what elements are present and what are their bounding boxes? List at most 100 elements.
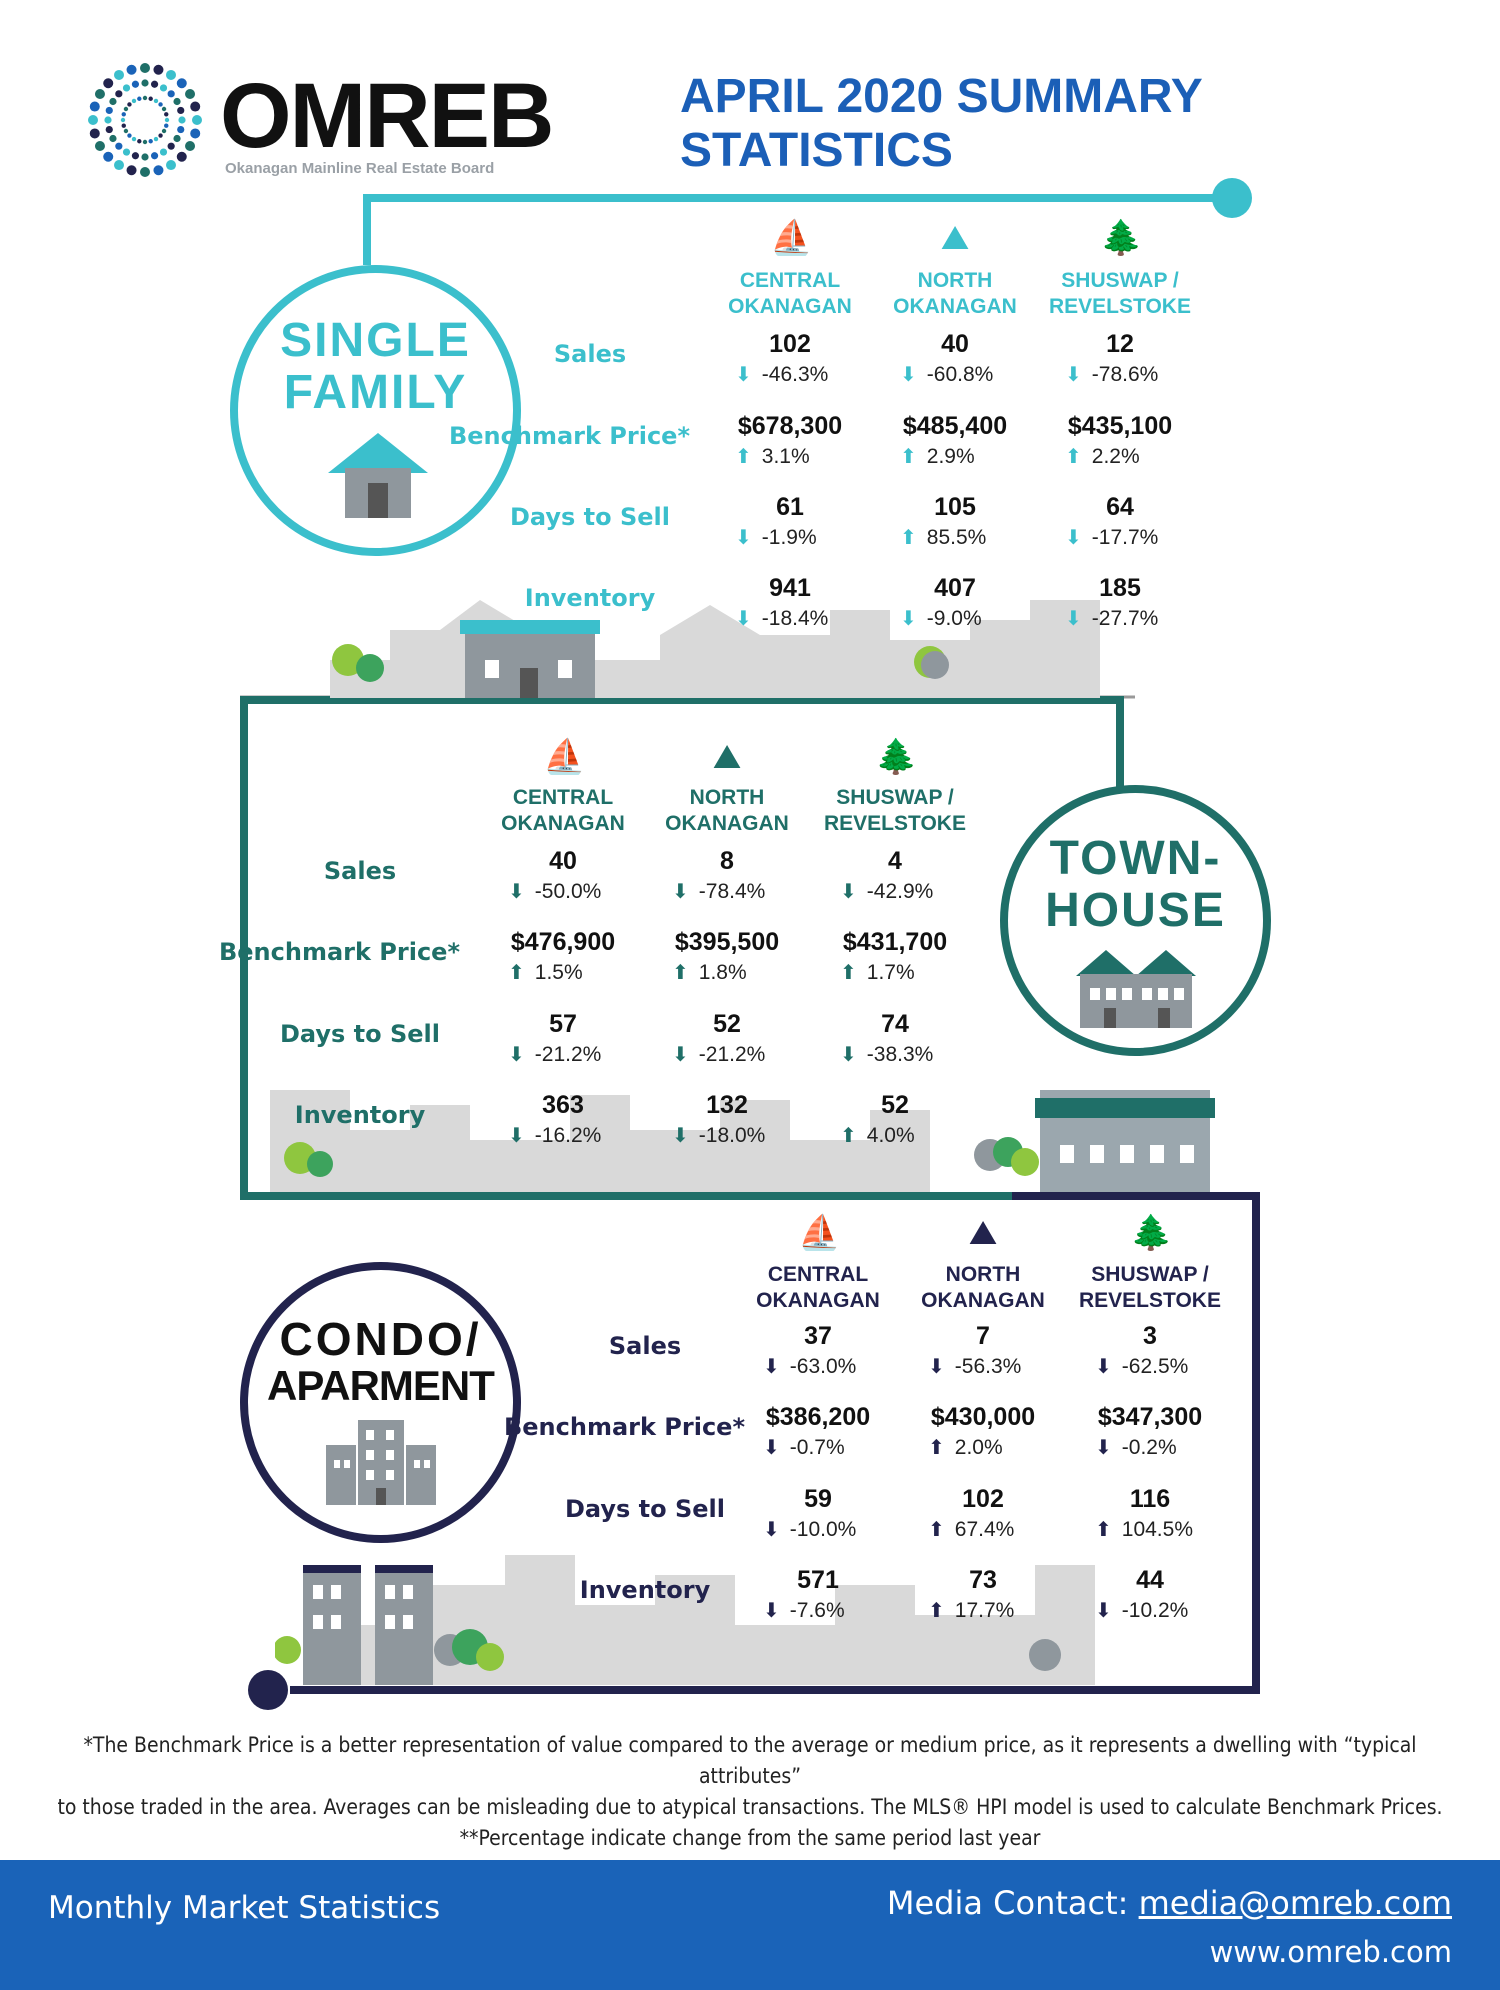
arrow-down-icon: ⬇ [672, 1044, 689, 1066]
website-link[interactable]: www.omreb.com [1209, 1935, 1452, 1969]
region-header-line1: SHUSWAP / [1091, 1263, 1209, 1286]
pine-trees-icon: 🌲 [1130, 1213, 1173, 1253]
stat-value: 132 [706, 1091, 748, 1119]
stat-value: 407 [934, 574, 976, 602]
sailboat-icon: ⛵ [798, 1213, 841, 1253]
townhouse-badge: TOWN- HOUSE [1000, 785, 1271, 1056]
sailboat-icon: ⛵ [543, 737, 586, 777]
arrow-down-icon: ⬇ [1095, 1356, 1112, 1378]
row-label-days: Days to Sell [565, 1495, 725, 1523]
stat-value: 44 [1136, 1566, 1164, 1594]
stat-change: ⬇ -7.6% [763, 1598, 845, 1623]
region-header: CENTRAL OKANAGAN [733, 1262, 903, 1314]
condo-skyline-illustration [275, 1555, 1095, 1685]
stat-change: ⬇ -0.2% [1095, 1435, 1177, 1460]
stat-change-value: -60.8% [926, 363, 994, 386]
stat-change: ⬆ 3.1% [735, 444, 810, 469]
apartment-building-icon [326, 1420, 436, 1505]
stat-value: 59 [804, 1485, 832, 1513]
stat-value: 105 [934, 493, 976, 521]
stat-change-value: -21.2% [698, 1043, 766, 1066]
stat-value: 185 [1099, 574, 1141, 602]
stat-change-value: -63.0% [789, 1355, 857, 1378]
row-label-benchmark: Benchmark Price* [218, 938, 460, 966]
stat-change-value: 67.4% [954, 1518, 1015, 1541]
stat-change: ⬇ -0.7% [763, 1435, 845, 1460]
row-label-days: Days to Sell [280, 1020, 440, 1048]
stat-value: 571 [797, 1566, 839, 1594]
footer-bar: Monthly Market Statistics Media Contact:… [0, 1860, 1500, 1990]
region-header-line1: CENTRAL [739, 269, 841, 292]
stat-change-value: -0.2% [1121, 1436, 1177, 1459]
region-header-line2: REVELSTOKE [1079, 1289, 1221, 1312]
stat-change-value: -10.0% [789, 1518, 857, 1541]
region-header: NORTH OKANAGAN [898, 1262, 1068, 1314]
stat-change: ⬇ -18.0% [672, 1123, 765, 1148]
page-title-line1: APRIL 2020 SUMMARY [680, 70, 1203, 123]
single-family-title-line1: SINGLE [280, 314, 471, 367]
condo-title-line2: APARMENT [267, 1362, 495, 1409]
arrow-up-icon: ⬆ [900, 527, 917, 549]
arrow-down-icon: ⬇ [1065, 608, 1082, 630]
arrow-down-icon: ⬇ [763, 1437, 780, 1459]
region-header-line2: OKANAGAN [665, 812, 789, 835]
stat-change-value: 1.8% [698, 961, 747, 984]
arrow-up-icon: ⬆ [672, 962, 689, 984]
arrow-up-icon: ⬆ [840, 962, 857, 984]
region-header: NORTH OKANAGAN [642, 785, 812, 837]
stat-change: ⬆ 4.0% [840, 1123, 915, 1148]
stat-value: $485,400 [902, 412, 1008, 440]
footnote: *The Benchmark Price is a better represe… [40, 1730, 1460, 1854]
pine-trees-icon: 🌲 [1100, 218, 1143, 258]
arrow-down-icon: ⬇ [1065, 527, 1082, 549]
region-header: CENTRAL OKANAGAN [705, 268, 875, 320]
row-label-inventory: Inventory [294, 1101, 426, 1129]
row-label-sales: Sales [553, 340, 627, 368]
single-skyline-illustration [330, 600, 1100, 698]
omreb-logo-icon [88, 63, 202, 177]
stat-value: $431,700 [842, 928, 948, 956]
arrow-down-icon: ⬇ [735, 527, 752, 549]
arrow-down-icon: ⬇ [763, 1356, 780, 1378]
media-contact-email-link[interactable]: media@omreb.com [1138, 1884, 1452, 1922]
stat-change: ⬆ 85.5% [900, 525, 986, 550]
region-header-line2: REVELSTOKE [824, 812, 966, 835]
arrow-up-icon: ⬆ [900, 446, 917, 468]
stat-change: ⬇ -17.7% [1065, 525, 1158, 550]
stat-value: 57 [549, 1010, 577, 1038]
stat-change-value: -18.4% [761, 607, 829, 630]
stat-change-value: 2.9% [926, 445, 975, 468]
stat-change: ⬆ 1.5% [508, 960, 583, 985]
condo-title-line1: CONDO/ [279, 1313, 482, 1365]
row-label-benchmark: Benchmark Price* [503, 1413, 745, 1441]
stat-value: 52 [713, 1010, 741, 1038]
mountain-lake-icon: ⛰ [968, 1213, 998, 1253]
stat-change: ⬇ -62.5% [1095, 1354, 1188, 1379]
arrow-down-icon: ⬇ [1095, 1437, 1112, 1459]
region-header: SHUSWAP / REVELSTOKE [1065, 1262, 1235, 1314]
arrow-down-icon: ⬇ [672, 881, 689, 903]
stat-change-value: 4.0% [866, 1124, 915, 1147]
stat-change: ⬆ 1.7% [840, 960, 915, 985]
house-icon [328, 433, 428, 518]
townhouse-icon [1076, 950, 1196, 1028]
stat-value: 7 [976, 1322, 990, 1350]
arrow-up-icon: ⬆ [1095, 1519, 1112, 1541]
stat-change: ⬇ -21.2% [508, 1042, 601, 1067]
stat-change-value: -78.6% [1091, 363, 1159, 386]
stat-value: $395,500 [674, 928, 780, 956]
stat-change-value: -38.3% [866, 1043, 934, 1066]
stat-change-value: 1.7% [866, 961, 915, 984]
arrow-up-icon: ⬆ [1065, 446, 1082, 468]
brand-subtitle: Okanagan Mainline Real Estate Board [225, 160, 495, 177]
arrow-up-icon: ⬆ [735, 446, 752, 468]
stat-change: ⬇ -16.2% [508, 1123, 601, 1148]
stat-value: 12 [1106, 330, 1134, 358]
stat-change: ⬆ 67.4% [928, 1517, 1014, 1542]
arrow-up-icon: ⬆ [840, 1125, 857, 1147]
arrow-down-icon: ⬇ [1065, 364, 1082, 386]
stat-change-value: -7.6% [789, 1599, 845, 1622]
stat-value: $430,000 [930, 1403, 1036, 1431]
arrow-down-icon: ⬇ [840, 881, 857, 903]
stat-value: 102 [769, 330, 811, 358]
